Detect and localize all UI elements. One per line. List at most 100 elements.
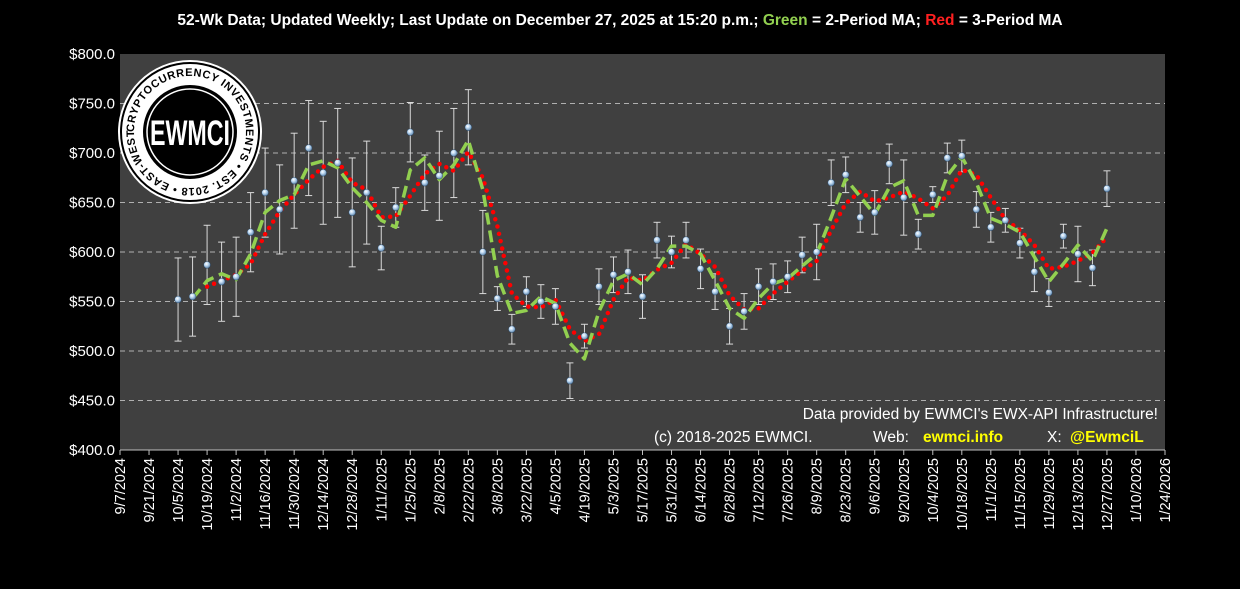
web-label: Web:: [873, 429, 909, 446]
x-tick-label: 2/22/2025: [461, 458, 477, 523]
x-tick-label: 11/1/2025: [984, 458, 1000, 521]
ma2-line: [191, 138, 1109, 361]
logo-outer-ring: [120, 62, 260, 202]
data-point: [1088, 264, 1097, 272]
y-tick-label: $400.0: [69, 442, 115, 459]
data-point: [885, 160, 893, 168]
data-point: [1016, 239, 1024, 247]
data-point: [914, 230, 922, 238]
data-point: [406, 128, 414, 136]
data-point: [188, 292, 197, 301]
data-point: [1103, 185, 1111, 193]
data-point: [609, 271, 618, 279]
data-point: [203, 261, 211, 269]
data-point: [842, 171, 850, 179]
data-point: [624, 268, 632, 276]
x-tick-label: 10/4/2025: [926, 458, 942, 523]
data-point: [769, 278, 777, 286]
title-red-desc: = 3-Period MA: [954, 12, 1063, 29]
x-tick-label: 10/19/2024: [200, 458, 216, 531]
title-prefix: 52-Wk Data; Updated Weekly; Last Update …: [177, 12, 763, 29]
logo-inner-ring: [146, 88, 234, 176]
data-point: [334, 159, 342, 167]
x-tick-label: 9/6/2025: [868, 458, 884, 514]
data-point: [174, 295, 182, 304]
data-point: [900, 193, 908, 202]
data-point: [929, 190, 937, 199]
web-link[interactable]: ewmci.info: [923, 429, 1003, 446]
ma2-series: [191, 138, 1109, 361]
x-tick-label: 9/20/2025: [897, 458, 913, 523]
x-tick-label: 1/11/2025: [374, 458, 390, 521]
data-point: [1030, 268, 1038, 276]
x-tick-label: 12/28/2024: [345, 458, 361, 531]
ma3-series: [204, 149, 1110, 344]
data-point: [217, 278, 226, 286]
data-point: [435, 172, 443, 180]
data-point: [653, 236, 661, 244]
data-point: [1001, 216, 1009, 224]
x-tick-label: 7/26/2025: [781, 458, 797, 523]
data-point: [319, 169, 327, 177]
x-tick-label: 4/5/2025: [548, 458, 564, 514]
data-point: [392, 203, 400, 212]
data-point: [305, 144, 313, 152]
data-point: [421, 179, 429, 187]
logo-center-text: EWMCI: [150, 114, 230, 153]
x-tick-label: 1/10/2026: [1129, 458, 1145, 523]
data-point: [450, 149, 458, 157]
data-point: [972, 205, 980, 214]
data-point: [348, 208, 356, 217]
x-tick-label: 6/28/2025: [723, 458, 739, 523]
x-tick-label: 5/17/2025: [636, 458, 652, 523]
x-tick-label: 11/29/2025: [1042, 458, 1058, 530]
data-point: [798, 251, 806, 259]
y-axis: $400.0 $450.0 $500.0 $550.0 $600.0 $650.0 $700…: [69, 46, 115, 459]
x-tick-label: 3/8/2025: [490, 458, 506, 514]
data-point: [711, 288, 719, 296]
data-point: [987, 223, 995, 231]
ma3-line: [204, 149, 1110, 344]
x-tick-label: 10/18/2025: [955, 458, 971, 531]
x-tick-label: 12/13/2025: [1071, 458, 1087, 531]
data-point: [551, 302, 560, 311]
y-tick-label: $600.0: [69, 244, 115, 261]
data-point: [638, 292, 647, 301]
data-point: [871, 208, 879, 217]
data-point: [479, 248, 487, 256]
x-tick-label: 5/3/2025: [606, 458, 622, 514]
data-point: [740, 307, 748, 316]
data-point: [755, 283, 763, 291]
x-tick-label: 11/30/2024: [287, 458, 303, 530]
y-tick-label: $750.0: [69, 96, 115, 113]
x-tick-label: 1/25/2025: [403, 458, 419, 523]
data-point: [595, 283, 603, 291]
data-point: [856, 213, 864, 221]
title-green-desc: = 2-Period MA;: [807, 12, 926, 29]
x-tick-label: 4/19/2025: [577, 458, 593, 523]
data-point: [696, 265, 705, 273]
copyright-note: (c) 2018-2025 EWMCI.: [654, 429, 813, 446]
y-tick-label: $550.0: [69, 294, 115, 311]
x-tick-label: 6/14/2025: [694, 458, 710, 523]
data-point: [580, 332, 589, 340]
data-point: [508, 325, 516, 333]
data-point: [247, 228, 255, 236]
x-tick-label: 1/24/2026: [1158, 458, 1174, 523]
data-point: [827, 179, 835, 187]
x-tick-label: 12/27/2025: [1100, 458, 1116, 531]
y-tick-label: $700.0: [69, 145, 115, 162]
data-point: [522, 288, 530, 296]
y-tick-label: $500.0: [69, 343, 115, 360]
data-point: [813, 248, 821, 256]
data-point: [958, 152, 966, 160]
data-point: [377, 244, 385, 252]
x-tick-label: 8/23/2025: [839, 458, 855, 523]
data-point: [537, 297, 545, 306]
x-tick-label: 11/15/2025: [1013, 458, 1029, 530]
x-tick-label: 11/16/2024: [258, 458, 274, 530]
y-tick-label: $450.0: [69, 393, 115, 410]
x-handle-link[interactable]: @EwmciL: [1070, 429, 1144, 446]
data-point: [682, 236, 690, 244]
data-point: [464, 123, 472, 131]
